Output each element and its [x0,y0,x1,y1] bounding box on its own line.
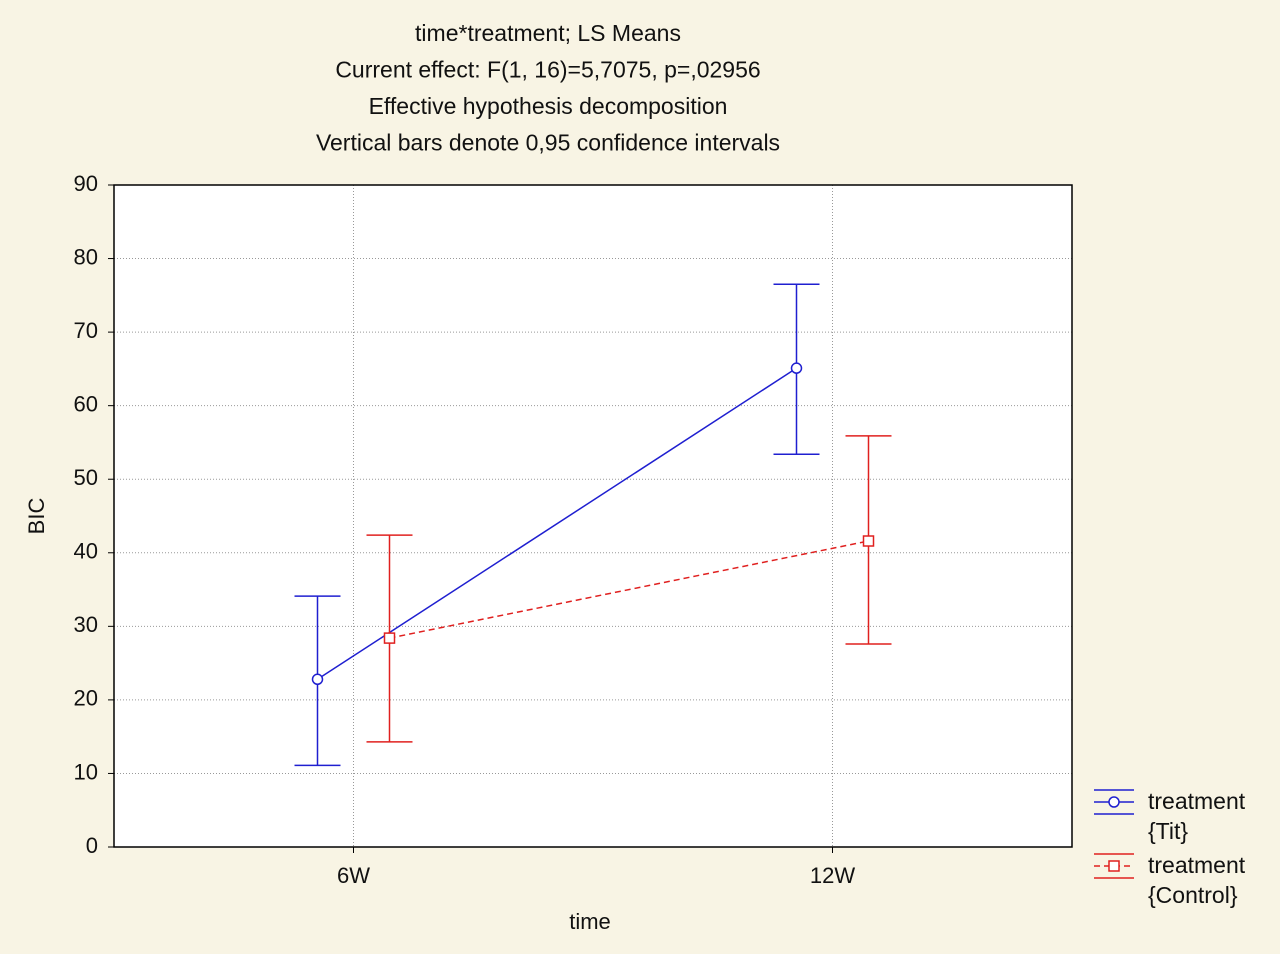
marker [862,535,875,547]
y-tick-label: 10 [74,759,98,784]
y-tick-label: 80 [74,244,98,269]
marker [790,362,803,374]
marker [311,673,324,686]
x-tick-label: 6W [337,863,370,888]
y-tick-label: 70 [74,318,98,343]
y-tick-label: 60 [74,391,98,416]
x-axis-label: time [569,909,611,934]
chart-title: time*treatment; LS Means [415,20,681,46]
marker [383,632,396,644]
marker [1108,796,1120,808]
y-tick-label: 0 [86,833,98,858]
y-tick-label: 30 [74,612,98,637]
y-tick-label: 40 [74,539,98,564]
legend-label: treatment {Tit} [1148,788,1246,844]
x-tick-label: 12W [810,863,855,888]
legend-label: treatment {Control} [1148,852,1246,908]
plot-area [114,185,1072,847]
chart-title: Current effect: F(1, 16)=5,7075, p=,0295… [335,57,760,83]
series-line [317,367,797,680]
plot-frame [113,184,1073,848]
series-line [389,540,869,639]
y-tick-label: 90 [74,171,98,196]
y-axis-label: BIC [24,498,49,535]
chart-title: Effective hypothesis decomposition [369,93,728,119]
y-tick-label: 20 [74,686,98,711]
chart-title: Vertical bars denote 0,95 confidence int… [316,130,780,156]
y-tick-label: 50 [74,465,98,490]
marker [1108,860,1120,872]
